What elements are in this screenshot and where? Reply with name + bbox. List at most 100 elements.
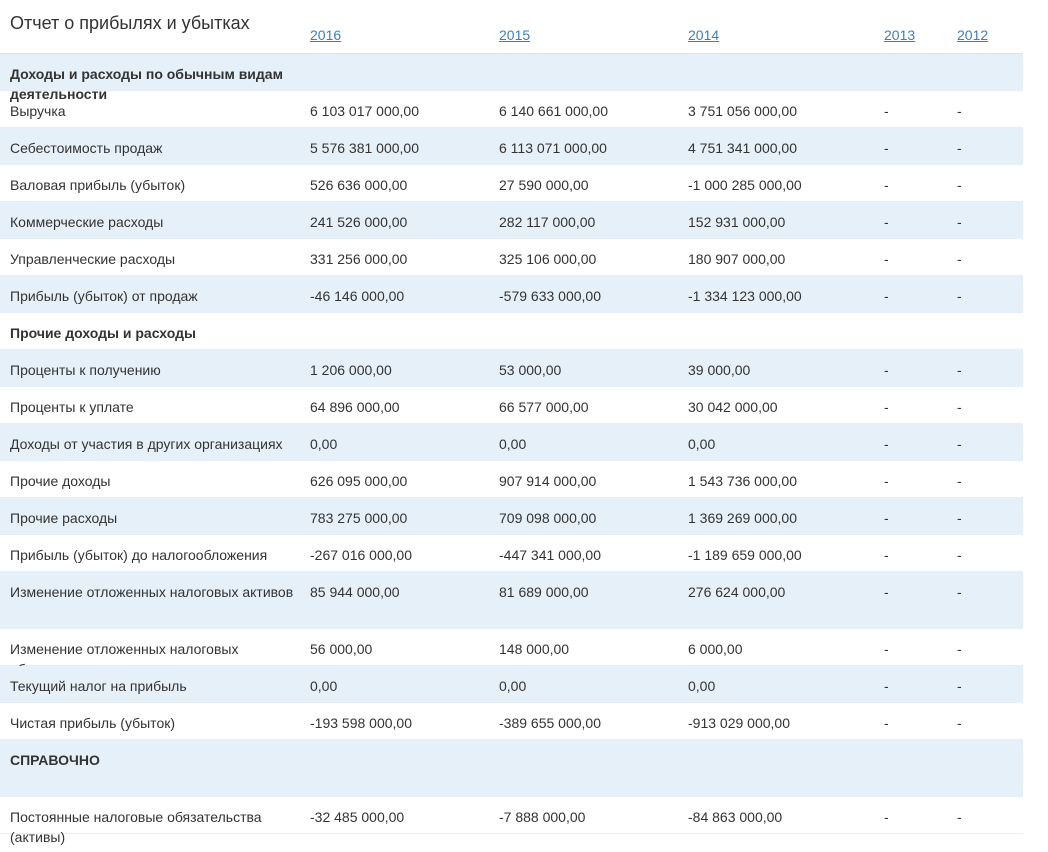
row-label: Управленческие расходы: [10, 251, 176, 267]
value-cell-2013: -: [884, 251, 889, 267]
value-cell-2014: 39 000,00: [688, 362, 751, 378]
value-cell-2014: -84 863 000,00: [688, 809, 783, 825]
value-cell-2016: 0,00: [310, 436, 338, 452]
value-cell-2013: -: [884, 473, 889, 489]
value-cell-2014: -1 000 285 000,00: [688, 177, 802, 193]
value-cell-2013: -: [884, 103, 889, 119]
table-row: Проценты к получению 1 206 000,00 53 000,0…: [0, 350, 1023, 387]
row-label: Постоянные налоговые обязательства (акти…: [10, 809, 262, 845]
value-cell-2015: 709 098 000,00: [499, 510, 597, 526]
value-cell-2015: -389 655 000,00: [499, 715, 601, 731]
row-label: Проценты к получению: [10, 362, 161, 378]
value-cell-2016: 0,00: [310, 678, 338, 694]
value-cell-2013: -: [884, 399, 889, 415]
value-cell-2012: -: [957, 399, 962, 415]
row-label: Прибыль (убыток) до налогообложения: [10, 547, 268, 563]
value-cell-2016: -32 485 000,00: [310, 809, 405, 825]
section-header-row: Доходы и расходы по обычным видам деятел…: [0, 54, 1023, 102]
year-link-2014[interactable]: 2014: [688, 27, 720, 43]
value-cell-2013: -: [884, 641, 889, 657]
value-cell-2012: -: [957, 547, 962, 563]
value-cell-2016: 85 944 000,00: [310, 584, 400, 600]
value-cell-2016: 56 000,00: [310, 641, 373, 657]
report-title: Отчет о прибылях и убытках: [10, 13, 250, 33]
year-link-2013[interactable]: 2013: [884, 27, 916, 43]
value-cell-2015: -579 633 000,00: [499, 288, 601, 304]
row-label: Чистая прибыль (убыток): [10, 715, 176, 731]
value-cell-2012: -: [957, 177, 962, 193]
value-cell-2015: 6 140 661 000,00: [499, 103, 608, 119]
value-cell-2013: -: [884, 809, 889, 825]
value-cell-2015: 325 106 000,00: [499, 251, 597, 267]
value-cell-2014: 1 369 269 000,00: [688, 510, 797, 526]
value-cell-2014: 0,00: [688, 678, 716, 694]
table-row: Изменение отложенных налоговых обязатель…: [0, 629, 1023, 677]
value-cell-2016: -267 016 000,00: [310, 547, 412, 563]
value-cell-2014: -1 334 123 000,00: [688, 288, 802, 304]
section-header-row: СПРАВОЧНО: [0, 740, 1023, 797]
value-cell-2016: 331 256 000,00: [310, 251, 408, 267]
value-cell-2015: 66 577 000,00: [499, 399, 589, 415]
value-cell-2014: 1 543 736 000,00: [688, 473, 797, 489]
value-cell-2016: 6 103 017 000,00: [310, 103, 419, 119]
value-cell-2012: -: [957, 641, 962, 657]
value-cell-2012: -: [957, 140, 962, 156]
value-cell-2014: -913 029 000,00: [688, 715, 790, 731]
year-link-2016[interactable]: 2016: [310, 27, 342, 43]
row-label: Доходы от участия в других организациях: [10, 436, 283, 452]
value-cell-2015: 27 590 000,00: [499, 177, 589, 193]
value-cell-2015: 282 117 000,00: [499, 214, 596, 230]
section-title: Прочие доходы и расходы: [10, 325, 196, 341]
value-cell-2016: 626 095 000,00: [310, 473, 408, 489]
row-label: Валовая прибыль (убыток): [10, 177, 186, 193]
value-cell-2016: 783 275 000,00: [310, 510, 408, 526]
value-cell-2015: 907 914 000,00: [499, 473, 597, 489]
value-cell-2015: 0,00: [499, 436, 527, 452]
value-cell-2014: 152 931 000,00: [688, 214, 786, 230]
value-cell-2012: -: [957, 288, 962, 304]
value-cell-2012: -: [957, 103, 962, 119]
value-cell-2016: 64 896 000,00: [310, 399, 400, 415]
row-label: Себестоимость продаж: [10, 140, 163, 156]
value-cell-2013: -: [884, 547, 889, 563]
table-row: Коммерческие расходы 241 526 000,00 282 11…: [0, 202, 1023, 239]
table-row: Текущий налог на прибыль 0,00 0,00 0,00 - -: [0, 666, 1023, 703]
section-title: СПРАВОЧНО: [10, 752, 100, 768]
value-cell-2012: -: [957, 362, 962, 378]
table-row: Чистая прибыль (убыток) -193 598 000,00 -3…: [0, 703, 1023, 740]
value-cell-2014: 30 042 000,00: [688, 399, 778, 415]
row-label: Изменение отложенных налоговых активов: [10, 584, 294, 600]
table-row: Прочие расходы 783 275 000,00 709 098 000,…: [0, 498, 1023, 535]
table-row: Проценты к уплате 64 896 000,00 66 577 000…: [0, 387, 1023, 424]
value-cell-2013: -: [884, 510, 889, 526]
value-cell-2015: 81 689 000,00: [499, 584, 589, 600]
table-row: Доходы от участия в других организациях 0…: [0, 424, 1023, 461]
table-row: Постоянные налоговые обязательства (акти…: [0, 797, 1023, 845]
value-cell-2012: -: [957, 214, 962, 230]
value-cell-2014: 3 751 056 000,00: [688, 103, 797, 119]
value-cell-2016: 526 636 000,00: [310, 177, 408, 193]
profit-loss-report: Отчет о прибылях и убытках 2016 2015 201…: [0, 0, 1023, 845]
report-header: Отчет о прибылях и убытках 2016 2015 201…: [0, 0, 1023, 54]
value-cell-2013: -: [884, 140, 889, 156]
table-row: Прочие доходы 626 095 000,00 907 914 000,0…: [0, 461, 1023, 498]
value-cell-2016: -46 146 000,00: [310, 288, 405, 304]
table-row: Выручка 6 103 017 000,00 6 140 661 000,00 3…: [0, 91, 1023, 128]
table-row: Валовая прибыль (убыток) 526 636 000,00 27…: [0, 165, 1023, 202]
row-label: Текущий налог на прибыль: [10, 678, 187, 694]
table-row: Изменение отложенных налоговых активов 85…: [0, 572, 1023, 629]
value-cell-2013: -: [884, 362, 889, 378]
year-link-2015[interactable]: 2015: [499, 27, 531, 43]
table-row: Управленческие расходы 331 256 000,00 325 …: [0, 239, 1023, 276]
value-cell-2013: -: [884, 584, 889, 600]
value-cell-2012: -: [957, 436, 962, 452]
row-label: Проценты к уплате: [10, 399, 134, 415]
section-header-row: Прочие доходы и расходы: [0, 313, 1023, 350]
value-cell-2014: -1 189 659 000,00: [688, 547, 802, 563]
value-cell-2012: -: [957, 809, 962, 825]
value-cell-2015: 0,00: [499, 678, 527, 694]
value-cell-2016: 1 206 000,00: [310, 362, 392, 378]
value-cell-2013: -: [884, 288, 889, 304]
value-cell-2013: -: [884, 214, 889, 230]
year-link-2012[interactable]: 2012: [957, 27, 989, 43]
